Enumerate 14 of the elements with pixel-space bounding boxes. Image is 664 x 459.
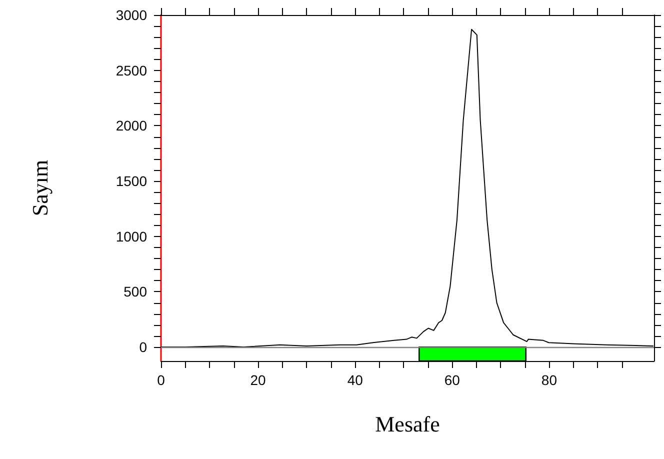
x-tick-label: 20 bbox=[250, 372, 266, 388]
x-tick-label: 40 bbox=[347, 372, 364, 388]
y-tick-label: 2500 bbox=[116, 62, 148, 78]
x-tick-label: 60 bbox=[444, 372, 460, 388]
x-tick-label: 80 bbox=[541, 372, 558, 388]
x-tick-label: 0 bbox=[157, 372, 166, 388]
y-tick-label: 1000 bbox=[116, 228, 148, 244]
y-tick-label: 500 bbox=[124, 284, 148, 300]
y-tick-label: 0 bbox=[139, 339, 148, 356]
y-tick-label: 2000 bbox=[116, 118, 148, 134]
y-axis-title: Sayım bbox=[28, 160, 52, 216]
y-tick-label: 1500 bbox=[116, 173, 148, 190]
x-axis-title: Mesafe bbox=[375, 412, 440, 436]
y-tick-label: 3000 bbox=[116, 7, 148, 23]
